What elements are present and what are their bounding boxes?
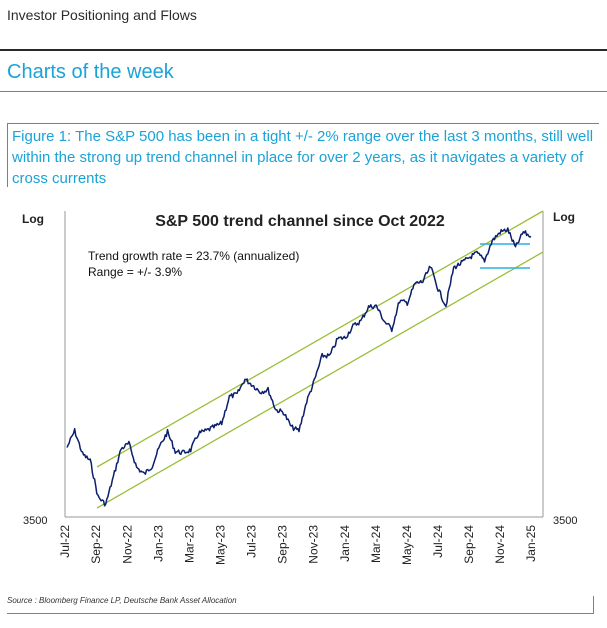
x-tick-label: Jan-23: [151, 525, 165, 562]
x-tick-label: Jan-25: [524, 525, 538, 562]
x-tick-label: Nov-24: [493, 525, 507, 564]
y-tick-right: 3500: [553, 515, 577, 527]
x-tick-label: Mar-24: [369, 525, 383, 563]
x-tick-labels: Jul-22 Sep-22 Nov-22 Jan-23 Mar-23 May-23 Jul-…: [58, 525, 538, 565]
page-title: Charts of the week: [7, 61, 174, 83]
channel-upper-line: [96, 210, 544, 468]
annotation-range: Range = +/- 3.9%: [88, 265, 182, 279]
x-tick-label: Sep-24: [462, 525, 476, 564]
x-tick-label: Sep-23: [276, 525, 290, 564]
sp500-price-line: [66, 227, 532, 507]
y-tick-left: 3500: [23, 515, 47, 527]
channel-lower-line: [96, 251, 544, 509]
annotation-trend-rate: Trend growth rate = 23.7% (annualized): [88, 249, 299, 263]
x-tick-label: Nov-22: [120, 525, 134, 564]
source-note: Source : Bloomberg Finance LP, Deutsche …: [7, 596, 237, 605]
x-tick-label: Sep-22: [89, 525, 103, 564]
title-rule: [0, 91, 607, 92]
x-tick-label: Jul-23: [245, 525, 259, 558]
figure-caption: Figure 1: The S&P 500 has been in a tigh…: [12, 128, 594, 187]
caption-box: [7, 123, 593, 187]
x-tick-label: Jan-24: [338, 525, 352, 562]
x-tick-label: Jul-24: [431, 525, 445, 558]
caption-top-rule: [7, 123, 599, 124]
x-tick-label: Nov-23: [307, 525, 321, 564]
x-tick-label: Mar-23: [182, 525, 196, 563]
bottom-tick: [593, 596, 594, 614]
x-tick-label: Jul-22: [58, 525, 72, 558]
y-label-right: Log: [553, 210, 575, 224]
section-label: Investor Positioning and Flows: [7, 7, 197, 23]
y-label-left: Log: [22, 212, 44, 226]
top-rule: [0, 49, 607, 51]
sp500-chart: S&P 500 trend channel since Oct 2022 Log…: [0, 195, 607, 595]
bottom-rule: [7, 613, 594, 614]
chart-title: S&P 500 trend channel since Oct 2022: [155, 213, 445, 230]
x-tick-label: May-23: [214, 525, 228, 565]
x-tick-label: May-24: [400, 525, 414, 565]
